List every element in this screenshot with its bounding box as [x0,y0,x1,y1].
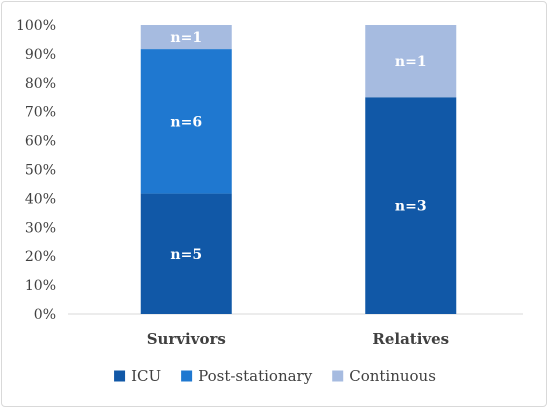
data-label: n=1 [170,30,202,46]
bar-segment [140,25,232,50]
legend-label: ICU [131,367,161,385]
y-tick-label: 40% [25,191,56,207]
legend-item: Post-stationary [181,367,313,385]
legend-item: ICU [114,367,161,385]
legend-label: Continuous [349,367,436,385]
x-tick-label: Relatives [372,330,449,348]
y-tick-label: 30% [25,220,56,236]
y-tick-label: 10% [25,278,56,294]
legend-swatch [114,370,126,382]
data-label: n=5 [170,247,202,263]
y-tick-label: 20% [25,249,56,265]
y-tick-label: 80% [25,76,56,92]
legend-swatch [332,370,344,382]
legend-item: Continuous [332,367,436,385]
data-label: n=1 [395,54,427,70]
bar-segment [140,193,232,314]
legend: ICU Post-stationary Continuous [114,367,436,385]
bar-segment [140,49,232,194]
y-tick-label: 100% [16,18,56,34]
data-label: n=3 [395,199,427,215]
data-label: n=6 [170,114,202,130]
y-tick-label: 0% [34,307,56,323]
axes: 0% 10% 20% 30% 40% 50% 60% 70% 80% 90% 100% Survivo… [16,18,523,348]
data-labels: n=5 n=6 n=1 n=3 n=1 [170,30,426,263]
x-tick-label: Survivors [147,330,226,348]
y-tick-label: 60% [25,134,56,150]
legend-swatch [181,370,193,382]
y-tick-label: 90% [25,47,56,63]
bar-segment [365,25,457,98]
bar-segment [365,97,457,314]
y-tick-label: 50% [25,163,56,179]
y-tick-label: 70% [25,105,56,121]
bars [140,25,457,314]
legend-label: Post-stationary [198,367,313,385]
